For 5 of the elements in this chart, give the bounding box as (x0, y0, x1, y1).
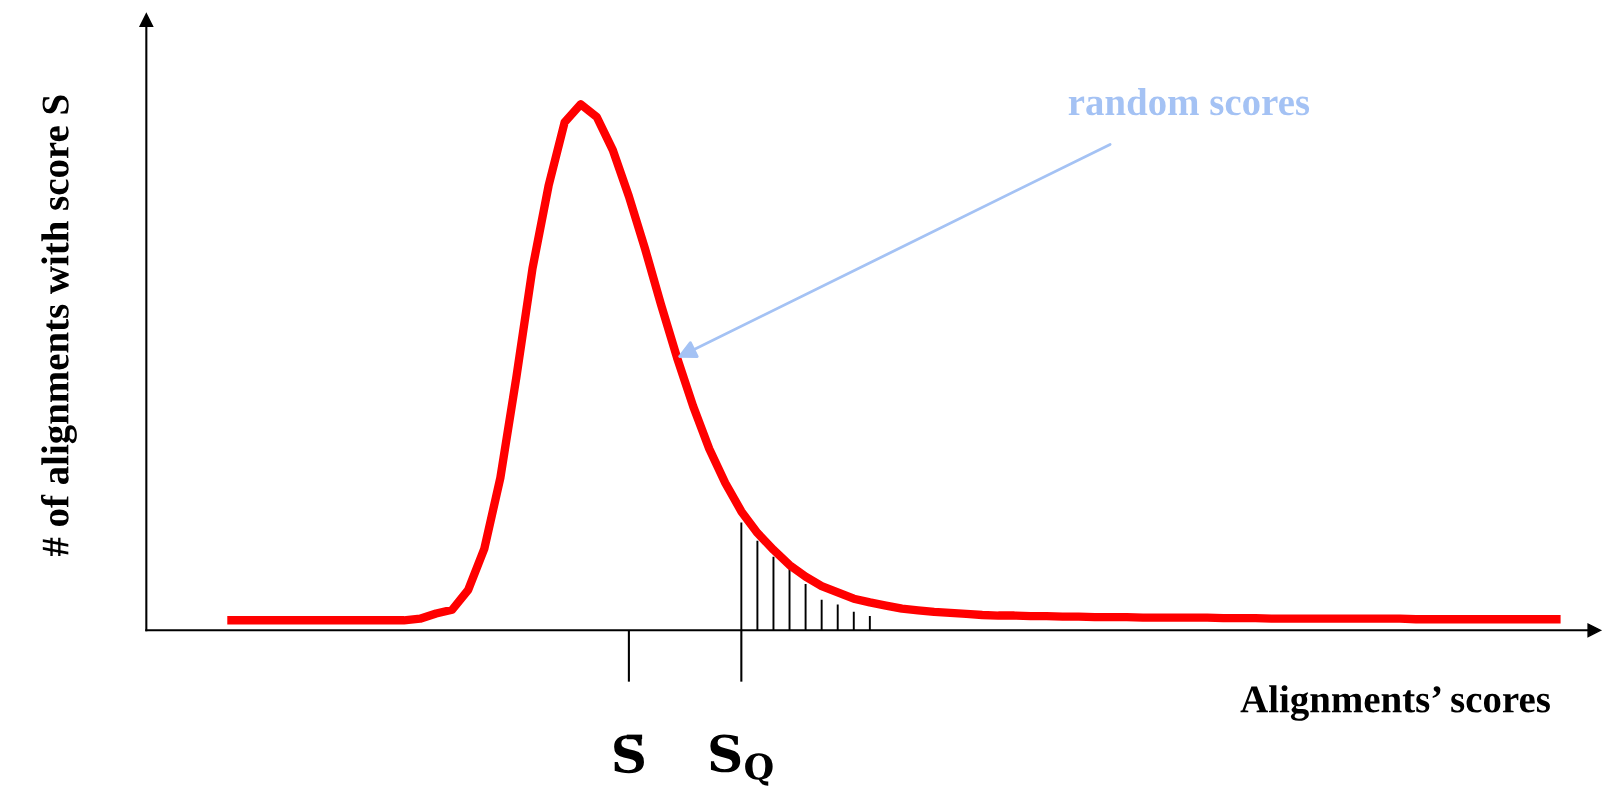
x-tick-label: S̄ (614, 734, 644, 774)
annotation: random scores (1068, 87, 1310, 116)
x-axis-title: Alignments’ scores (1240, 685, 1550, 721)
y-axis-title: # of alignments with score S (40, 95, 77, 557)
x-tick-label: S$_{Q}$ (710, 734, 773, 786)
